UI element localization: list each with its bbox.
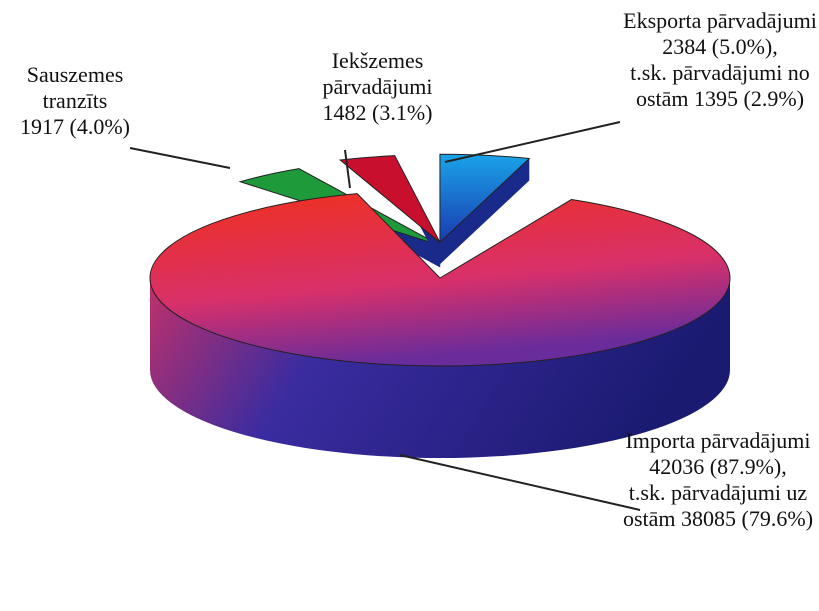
slice-label: Importa pārvadājumi 42036 (87.9%), t.sk. p… — [618, 428, 818, 532]
category-label: Eksporta pārvadājumi — [623, 8, 817, 33]
slice-label: Eksporta pārvadājumi 2384 (5.0%), t.sk. pā… — [620, 8, 819, 112]
leader-lines — [129, 121, 641, 511]
slice-side — [439, 158, 530, 265]
slice-top — [338, 155, 441, 243]
slice — [439, 153, 531, 265]
slice-label: Sauszemes tranzīts 1917 (4.0%) — [0, 62, 150, 140]
category-label: Iekšzemes pārvadājumi — [322, 48, 433, 99]
slice-top — [149, 193, 731, 367]
slice-side — [150, 278, 730, 458]
annotation: t.sk. pārvadājumi uz ostām 38085 (79.6%) — [622, 480, 814, 531]
slice-label: Iekšzemes pārvadājumi 1482 (3.1%) — [290, 48, 465, 126]
pie — [149, 153, 731, 458]
slice — [149, 193, 731, 458]
category-label: Sauszemes tranzīts — [26, 62, 124, 113]
annotation: t.sk. pārvadājumi no ostām 1395 (2.9%) — [630, 60, 810, 111]
value-label: 1917 (4.0%) — [20, 114, 130, 139]
slice-top — [439, 153, 531, 244]
value-label: 42036 (87.9%), — [649, 454, 787, 479]
value-label: 2384 (5.0%), — [662, 34, 778, 59]
slice — [338, 155, 441, 265]
value-label: 1482 (3.1%) — [322, 100, 433, 125]
category-label: Importa pārvadājumi — [625, 428, 811, 453]
